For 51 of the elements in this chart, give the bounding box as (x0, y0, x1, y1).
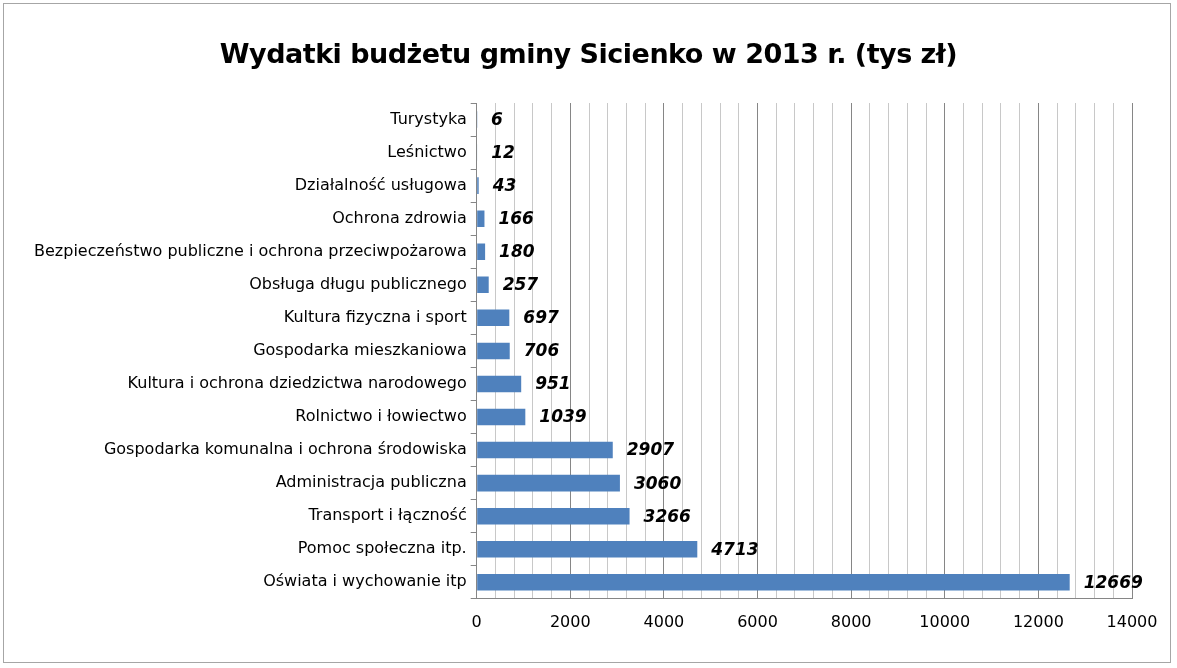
bar (477, 276, 489, 294)
chart-title: Wydatki budżetu gminy Sicienko w 2013 r. (tys zł) (218, 38, 959, 69)
data-label: 2907 (626, 439, 675, 460)
y-tick-label: Turystyka (389, 108, 467, 128)
y-tick-label: Rolnictwo i łowiectwo (295, 406, 467, 426)
data-label: 4713 (710, 538, 759, 559)
y-tick-label: Obsługa długu publicznego (249, 273, 467, 293)
y-tick-label: Gospodarka komunalna i ochrona środowiska (103, 439, 467, 459)
data-label: 12669 (1083, 571, 1144, 592)
bar (477, 342, 510, 360)
bar (477, 210, 485, 227)
data-label: 12 (491, 142, 515, 162)
data-label: 180 (499, 241, 535, 262)
y-tick-label: Administracja publiczna (275, 472, 467, 492)
data-label: 3060 (633, 472, 682, 493)
x-tick-label: 10000 (919, 611, 971, 631)
data-label: 43 (491, 175, 517, 196)
data-label: 706 (523, 340, 560, 361)
y-tick-label: Działalność usługowa (294, 174, 467, 194)
bar (477, 441, 613, 459)
bar (477, 507, 630, 525)
bar (477, 540, 698, 558)
bar (477, 474, 620, 492)
data-label: 951 (535, 373, 571, 394)
data-label: 1039 (539, 406, 587, 427)
bar (477, 309, 510, 327)
x-tick-label: 6000 (737, 611, 778, 631)
bar (477, 574, 1070, 591)
data-label: 697 (523, 307, 559, 328)
x-tick-label: 4000 (643, 611, 685, 631)
bar (477, 243, 486, 260)
data-label: 6 (490, 108, 503, 129)
bar (477, 408, 526, 426)
data-label: 257 (502, 274, 539, 295)
x-tick-label: 12000 (1012, 611, 1064, 631)
y-tick-label: Bezpieczeństwo publiczne i ochrona przeciwpożarowa (34, 240, 467, 260)
y-tick-label: Transport i łączność (307, 505, 467, 525)
y-tick-label: Kultura fizyczna i sport (283, 307, 467, 326)
y-tick-label: Pomoc społeczna itp. (297, 538, 467, 558)
y-tick-label: Oświata i wychowanie itp (263, 571, 467, 591)
y-tick-label: Ochrona zdrowia (332, 207, 467, 227)
data-label: 166 (498, 208, 535, 229)
data-label: 3266 (643, 505, 692, 526)
x-tick-label: 0 (471, 611, 482, 631)
y-tick-label: Gospodarka mieszkaniowa (253, 340, 467, 360)
x-tick-label: 14000 (1106, 611, 1158, 631)
y-tick-label: Kultura i ochrona dziedzictwa narodowego (127, 373, 467, 393)
x-tick-label: 8000 (830, 611, 872, 631)
x-tick-label: 2000 (549, 611, 591, 631)
bar (477, 375, 522, 393)
y-tick-label: Leśnictwo (387, 141, 467, 161)
